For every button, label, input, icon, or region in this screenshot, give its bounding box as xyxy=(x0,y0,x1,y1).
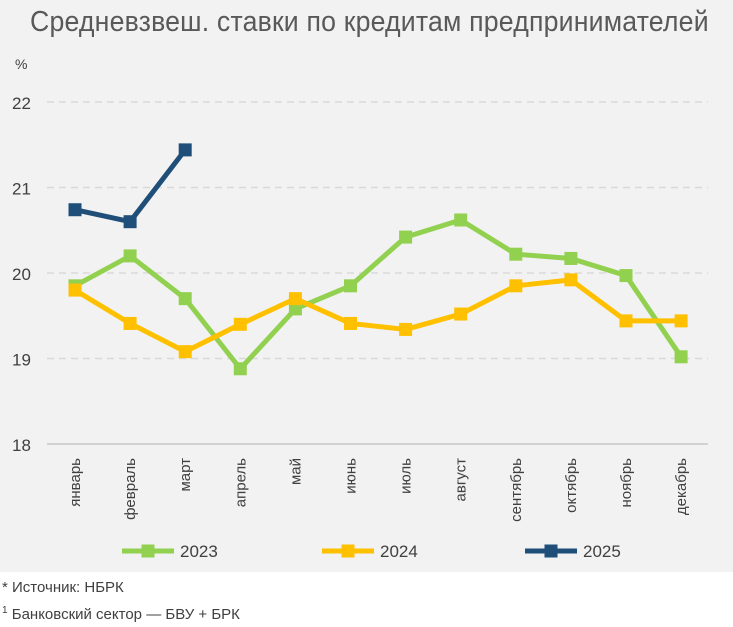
source-note: * Источник: НБРК xyxy=(2,579,124,596)
legend-marker-2023 xyxy=(141,544,155,558)
footnote-mark: 1 xyxy=(2,605,8,616)
data-point-2024 xyxy=(619,314,633,328)
chart-panel xyxy=(0,0,733,572)
legend-marker-2025 xyxy=(544,544,558,558)
data-point-2023 xyxy=(123,249,137,263)
data-point-2025 xyxy=(123,215,137,229)
y-axis-unit: % xyxy=(15,56,28,72)
chart-title: Средневзвеш. ставки по кредитам предприн… xyxy=(30,6,709,38)
data-point-2023 xyxy=(619,269,633,283)
y-tick-label: 22 xyxy=(12,94,31,113)
data-point-2025 xyxy=(68,203,82,217)
x-tick-labels: январь февраль март апрель май июнь июль август… xyxy=(67,458,690,522)
x-tick-label: апрель xyxy=(232,458,249,507)
legend-label-2023: 2023 xyxy=(180,542,218,561)
data-point-2024 xyxy=(68,283,82,297)
y-tick-label: 21 xyxy=(12,180,31,199)
x-tick-label: февраль xyxy=(122,458,139,520)
data-point-2023 xyxy=(564,251,578,265)
series-line-2025 xyxy=(74,148,188,225)
x-tick-label: сентябрь xyxy=(508,458,525,522)
x-tick-label: май xyxy=(287,458,304,485)
y-tick-label: 20 xyxy=(12,265,31,284)
footnotes: * Источник: НБРК 1 Банковский сектор — Б… xyxy=(2,576,240,626)
y-tick-labels: 18 19 20 21 22 xyxy=(12,94,31,455)
data-point-2024 xyxy=(454,307,468,321)
x-tick-label: август xyxy=(453,458,470,502)
data-point-2024 xyxy=(399,322,413,336)
data-point-2023 xyxy=(454,213,468,227)
data-point-2024 xyxy=(674,314,688,328)
data-point-2023 xyxy=(509,247,523,261)
footnote-line: 1 Банковский сектор — БВУ + БРК xyxy=(2,599,240,626)
x-tick-label: ноябрь xyxy=(618,458,635,508)
data-point-2024 xyxy=(178,345,192,359)
series-lines xyxy=(68,143,688,376)
data-point-2023 xyxy=(233,362,247,376)
series-line-2023 xyxy=(73,217,684,372)
legend-marker-2024 xyxy=(341,544,355,558)
x-tick-label: январь xyxy=(67,458,84,507)
legend: 2023 2024 2025 xyxy=(122,542,621,561)
legend-label-2025: 2025 xyxy=(583,542,621,561)
data-point-2024 xyxy=(123,316,137,330)
x-tick-label: декабрь xyxy=(673,458,690,515)
x-tick-label: март xyxy=(177,458,194,492)
series-line-2024 xyxy=(73,277,682,355)
data-point-2023 xyxy=(288,302,302,316)
y-tick-label: 18 xyxy=(12,436,31,455)
data-point-2024 xyxy=(344,316,357,330)
x-tick-label: октябрь xyxy=(563,458,580,513)
data-point-2023 xyxy=(674,350,688,364)
data-point-2025 xyxy=(178,143,192,157)
legend-label-2024: 2024 xyxy=(380,542,418,561)
data-point-2024 xyxy=(564,273,578,287)
data-point-2024 xyxy=(288,292,302,306)
data-point-2023 xyxy=(344,279,357,293)
data-point-2023 xyxy=(178,292,192,306)
data-point-2023 xyxy=(399,230,413,244)
data-point-2024 xyxy=(509,279,523,293)
data-point-2024 xyxy=(233,317,247,331)
x-tick-label: июнь xyxy=(343,458,360,494)
y-tick-label: 19 xyxy=(12,351,31,370)
line-chart: 18 19 20 21 22 январь февраль март апрель май июн… xyxy=(12,94,708,561)
footnote-text: Банковский сектор — БВУ + БРК xyxy=(7,606,240,623)
x-tick-label: июль xyxy=(398,458,415,494)
grid-lines xyxy=(47,101,708,445)
